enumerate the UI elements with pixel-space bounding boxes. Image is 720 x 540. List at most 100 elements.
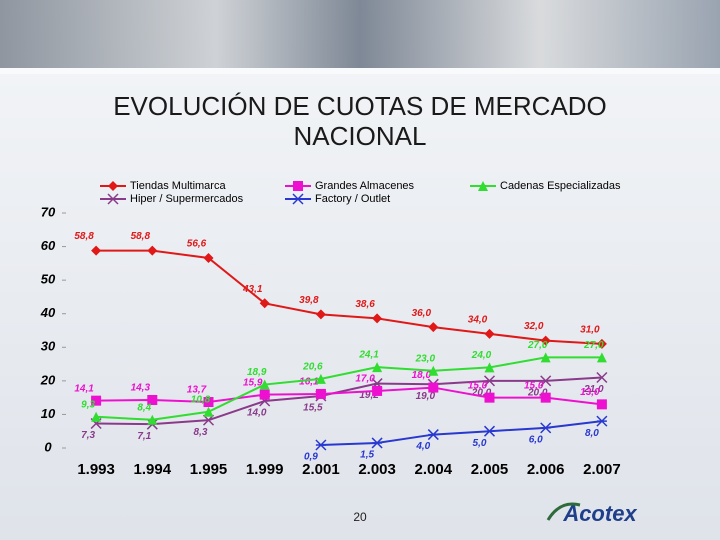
value-label: 23,0: [415, 353, 436, 364]
legend-marker: [108, 181, 118, 191]
x-tick-label: 1.995: [190, 461, 228, 478]
y-tick-label: 60: [41, 238, 56, 253]
marker: [91, 411, 102, 422]
value-label: 18,0: [412, 370, 432, 381]
value-label: 21,0: [583, 384, 604, 395]
value-label: 5,0: [473, 438, 487, 449]
series-line: [96, 356, 602, 421]
value-label: 1,5: [360, 450, 374, 461]
x-tick-label: 2.004: [415, 461, 453, 478]
marker: [483, 375, 496, 387]
value-label: 15,0: [524, 380, 544, 391]
value-label: 34,0: [468, 314, 488, 325]
value-label: 10,8: [191, 394, 211, 405]
legend-label: Hiper / Supermercados: [130, 193, 244, 205]
y-tick-label: 40: [40, 305, 56, 320]
marker: [259, 298, 270, 309]
value-label: 27,0: [527, 340, 548, 351]
value-label: 13,7: [187, 385, 207, 396]
value-label: 19,0: [416, 391, 436, 402]
value-label: 32,0: [524, 321, 544, 332]
marker: [147, 394, 158, 405]
marker: [372, 385, 383, 396]
y-tick-label: 30: [41, 339, 56, 354]
marker: [315, 309, 326, 320]
legend-marker: [292, 193, 304, 205]
marker: [427, 429, 439, 441]
x-tick-label: 1.993: [77, 461, 115, 478]
y-tick-label: 50: [41, 272, 56, 287]
marker: [315, 439, 327, 451]
value-label: 7,3: [81, 430, 95, 441]
legend-label: Tiendas Multimarca: [130, 180, 226, 192]
value-label: 16,1: [299, 377, 319, 388]
legend-marker: [293, 181, 303, 191]
legend-marker: [107, 193, 119, 205]
value-label: 20,0: [527, 387, 548, 398]
marker: [372, 313, 383, 324]
value-label: 0,9: [304, 452, 318, 463]
y-tick-label: 70: [41, 204, 56, 219]
x-tick-label: 2.005: [471, 461, 509, 478]
value-label: 43,1: [242, 284, 263, 295]
legend-label: Cadenas Especializadas: [500, 180, 621, 192]
marker: [484, 392, 495, 403]
marker: [540, 335, 551, 346]
value-label: 39,8: [299, 295, 319, 306]
header-fade: [0, 68, 720, 74]
y-tick-label: 20: [40, 372, 56, 387]
series-line: [96, 386, 603, 406]
marker: [203, 406, 214, 417]
chart-title: EVOLUCIÓN DE CUOTAS DE MERCADO NACIONAL: [113, 91, 607, 151]
legend-label: Factory / Outlet: [315, 193, 390, 205]
value-label: 58,8: [74, 231, 94, 242]
x-tick-label: 1.999: [246, 461, 284, 478]
marker: [315, 388, 326, 399]
value-label: 14,3: [131, 383, 151, 394]
value-label: 8,3: [194, 427, 208, 438]
series-line: [96, 249, 602, 345]
value-label: 24,0: [471, 350, 492, 361]
marker: [91, 395, 102, 406]
value-label: 4,0: [415, 441, 430, 452]
marker: [484, 328, 495, 339]
marker: [259, 379, 270, 390]
page-number: 20: [353, 510, 367, 524]
marker: [428, 365, 439, 376]
value-label: 58,8: [131, 231, 151, 242]
value-label: 8,0: [585, 428, 599, 439]
marker: [203, 252, 214, 263]
value-label: 9,3: [81, 399, 95, 410]
logo-swoosh: [546, 502, 581, 521]
marker: [371, 437, 383, 449]
marker: [596, 371, 608, 384]
marker: [428, 322, 439, 333]
value-label: 15,9: [243, 377, 263, 388]
x-tick-label: 2.007: [583, 461, 621, 478]
value-label: 24,1: [358, 350, 379, 361]
marker: [483, 425, 496, 437]
marker: [596, 352, 607, 363]
value-label: 56,6: [187, 239, 207, 250]
value-label: 36,0: [412, 308, 432, 319]
value-label: 7,1: [137, 431, 151, 442]
marker: [91, 245, 102, 256]
value-label: 38,6: [355, 299, 375, 310]
marker: [147, 414, 158, 425]
value-label: 20,6: [302, 361, 323, 372]
marker: [202, 414, 215, 426]
legend-marker: [478, 181, 488, 191]
value-label: 31,0: [580, 325, 600, 336]
series-line: [96, 376, 602, 426]
marker: [484, 362, 495, 373]
marker: [372, 362, 383, 373]
marker: [596, 415, 608, 427]
value-label: 20,0: [471, 387, 492, 398]
marker: [259, 389, 270, 400]
x-tick-label: 1.994: [134, 461, 172, 478]
value-label: 19,2: [359, 390, 379, 401]
marker: [203, 397, 214, 408]
series-line: [320, 420, 603, 446]
